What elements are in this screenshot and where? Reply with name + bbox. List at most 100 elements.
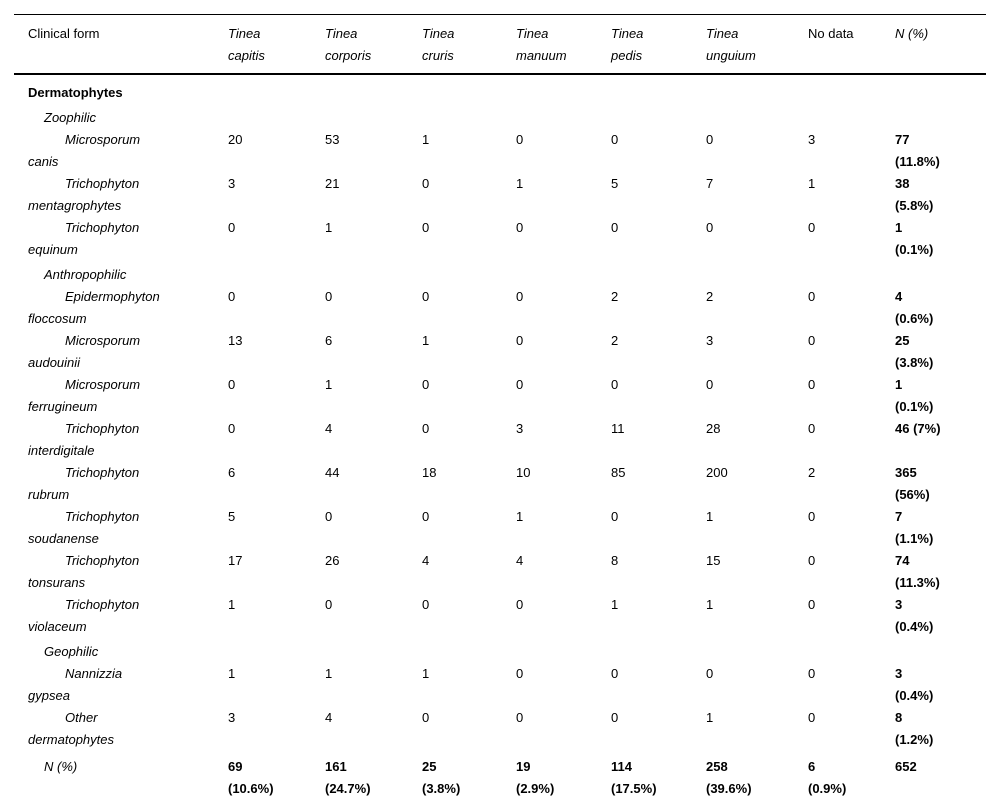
table-row-subgroup: Zoophilic [14, 104, 986, 129]
row-total: 38 (5.8%) [895, 176, 934, 213]
cell-value: 1 [422, 666, 430, 681]
cell-value: 2 [611, 333, 619, 348]
cell-value: 0 [808, 377, 816, 392]
species-name: Epidermophyton floccosum [28, 289, 160, 326]
species-name: Microsporum canis [28, 132, 141, 169]
cell-value: 1 [228, 597, 236, 612]
cell-value: 200 [706, 465, 728, 480]
row-total: 8 (1.2%) [895, 710, 934, 747]
species-name: Trichophyton violaceum [28, 597, 140, 634]
column-header-tinea-unguium: Tinea unguium [706, 14, 808, 75]
cell-value: 13 [228, 333, 243, 348]
cell-value: 1 [516, 176, 524, 191]
dermatophytes-table: Clinical form Tinea capitis Tinea corpor… [14, 14, 986, 805]
subgroup-label: Geophilic [44, 644, 99, 659]
cell-value: 0 [706, 132, 714, 147]
cell-value: 1 [706, 509, 714, 524]
species-name: Other dermatophytes [28, 710, 114, 747]
table-row: Microsporum ferrugineum 0 1 0 0 0 0 0 1 … [14, 374, 986, 418]
cell-value: 0 [808, 597, 816, 612]
cell-value: 0 [325, 289, 333, 304]
cell-value: 1 [325, 377, 333, 392]
species-name: Microsporum audouinii [28, 333, 141, 370]
cell-value: 8 [611, 553, 619, 568]
species-name: Trichophyton rubrum [28, 465, 140, 502]
row-total: 77 (11.8%) [895, 132, 940, 169]
cell-value: 17 [228, 553, 243, 568]
column-total: 6 (0.9%) [808, 759, 847, 796]
table-row: Trichophyton tonsurans 17 26 4 4 8 15 0 … [14, 550, 986, 594]
cell-value: 0 [422, 176, 430, 191]
column-header-no-data: No data [808, 14, 895, 75]
cell-value: 4 [325, 421, 333, 436]
cell-value: 0 [808, 509, 816, 524]
cell-value: 0 [611, 666, 619, 681]
column-header-n-percent: N (%) [895, 14, 986, 75]
cell-value: 1 [228, 666, 236, 681]
cell-value: 1 [706, 597, 714, 612]
cell-value: 3 [516, 421, 524, 436]
cell-value: 0 [422, 220, 430, 235]
cell-value: 0 [516, 377, 524, 392]
cell-value: 0 [422, 421, 430, 436]
cell-value: 21 [325, 176, 340, 191]
column-header-clinical-form: Clinical form [14, 14, 228, 75]
cell-value: 1 [422, 132, 430, 147]
table-row: Trichophyton equinum 0 1 0 0 0 0 0 1 (0.… [14, 217, 986, 261]
column-total: 258 (39.6%) [706, 759, 752, 796]
cell-value: 0 [808, 666, 816, 681]
row-total: 1 (0.1%) [895, 220, 934, 257]
column-header-tinea-capitis: Tinea capitis [228, 14, 325, 75]
species-name: Nannizzia gypsea [28, 666, 123, 703]
cell-value: 7 [706, 176, 714, 191]
cell-value: 1 [706, 710, 714, 725]
column-header-tinea-corporis: Tinea corporis [325, 14, 422, 75]
cell-value: 0 [808, 220, 816, 235]
cell-value: 0 [228, 220, 236, 235]
column-total: 114 (17.5%) [611, 759, 657, 796]
cell-value: 26 [325, 553, 340, 568]
cell-value: 0 [516, 132, 524, 147]
subgroup-label: Zoophilic [44, 110, 97, 125]
column-total: 19 (2.9%) [516, 759, 555, 796]
table-row-totals: N (%) 69 (10.6%) 161 (24.7%) 25 (3.8%) 1… [14, 751, 986, 805]
species-name: Trichophyton soudanense [28, 509, 140, 546]
cell-value: 0 [808, 333, 816, 348]
species-name: Trichophyton mentagrophytes [28, 176, 140, 213]
cell-value: 0 [706, 666, 714, 681]
table-row: Trichophyton rubrum 6 44 18 10 85 200 2 … [14, 462, 986, 506]
cell-value: 0 [422, 289, 430, 304]
cell-value: 0 [516, 710, 524, 725]
column-header-tinea-pedis: Tinea pedis [611, 14, 706, 75]
column-header-tinea-cruris: Tinea cruris [422, 14, 516, 75]
column-total: 25 (3.8%) [422, 759, 461, 796]
cell-value: 0 [611, 377, 619, 392]
species-name: Trichophyton interdigitale [28, 421, 140, 458]
species-name: Microsporum ferrugineum [28, 377, 141, 414]
cell-value: 0 [325, 597, 333, 612]
cell-value: 0 [808, 710, 816, 725]
cell-value: 1 [611, 597, 619, 612]
table-row: Other dermatophytes 3 4 0 0 0 1 0 8 (1.2… [14, 707, 986, 751]
cell-value: 1 [516, 509, 524, 524]
row-total: 1 (0.1%) [895, 377, 934, 414]
table-row: Trichophyton mentagrophytes 3 21 0 1 5 7… [14, 173, 986, 217]
cell-value: 0 [611, 132, 619, 147]
cell-value: 0 [516, 289, 524, 304]
row-total: 7 (1.1%) [895, 509, 934, 546]
cell-value: 0 [808, 421, 816, 436]
table-row: Microsporum canis 20 53 1 0 0 0 3 77 (11… [14, 129, 986, 173]
group-label: Dermatophytes [28, 85, 123, 100]
cell-value: 0 [706, 220, 714, 235]
cell-value: 0 [516, 666, 524, 681]
row-total: 3 (0.4%) [895, 666, 934, 703]
cell-value: 10 [516, 465, 531, 480]
row-total: 25 (3.8%) [895, 333, 934, 370]
cell-value: 15 [706, 553, 721, 568]
cell-value: 2 [706, 289, 714, 304]
cell-value: 3 [228, 710, 236, 725]
cell-value: 0 [516, 333, 524, 348]
column-total: 161 (24.7%) [325, 759, 371, 796]
